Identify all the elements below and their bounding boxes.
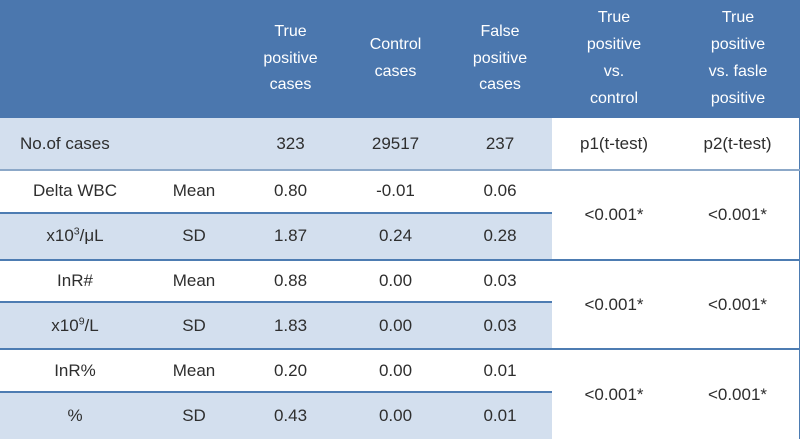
value-cell: 0.88 <box>238 259 343 304</box>
header-cell-tp-vs-false-positive: True positive vs. fasle positive <box>676 0 800 118</box>
label-base: % <box>67 406 83 426</box>
value-cell: 0.00 <box>343 349 448 394</box>
label-superscript: 9 <box>78 315 85 328</box>
p1-value-inr-count: <0.001* <box>552 259 676 351</box>
header-cell-tp-vs-control: True positive vs. control <box>552 0 676 118</box>
row-label-unit-percent: % <box>0 392 150 439</box>
value-cell: -0.01 <box>343 170 448 214</box>
value-cell: 0.80 <box>238 170 343 214</box>
stat-label-sd: SD <box>150 212 238 261</box>
value-cell: 1.87 <box>238 212 343 261</box>
row-label-unit-109l: x109/L <box>0 302 150 351</box>
stat-label-mean: Mean <box>150 259 238 304</box>
stat-label-sd: SD <box>150 392 238 439</box>
cases-false-positive: 237 <box>448 118 552 172</box>
p2-value-delta-wbc: <0.001* <box>676 170 800 261</box>
label-suffix: /μL <box>79 226 104 246</box>
label-base: x10 <box>51 315 79 335</box>
label-base: x10 <box>46 226 74 246</box>
stat-label-mean: Mean <box>150 170 238 214</box>
value-cell: 0.24 <box>343 212 448 261</box>
cases-control: 29517 <box>343 118 448 172</box>
value-cell: 0.01 <box>448 349 552 394</box>
value-cell: 0.01 <box>448 392 552 439</box>
row-label-delta-wbc: Delta WBC <box>0 170 150 214</box>
stat-label-mean: Mean <box>150 349 238 394</box>
inr-count-sd-row: x109/L SD 1.83 0.00 0.03 <box>0 302 800 351</box>
value-cell: 0.00 <box>343 302 448 351</box>
header-cell-true-positive-cases: True positive cases <box>238 0 343 118</box>
cases-count-row: No.of cases 323 29517 237 p1(t-test) p2(… <box>0 118 800 172</box>
row-label-unit-103ul: x103/μL <box>0 212 150 261</box>
p2-value-inr-count: <0.001* <box>676 259 800 351</box>
value-cell: 0.28 <box>448 212 552 261</box>
inr-percent-mean-row: InR% Mean 0.20 0.00 0.01 <0.001* <0.001* <box>0 349 800 439</box>
row-label-inr-count: InR# <box>0 259 150 304</box>
row-label-inr-percent: InR% <box>0 349 150 394</box>
delta-wbc-sd-row: x103/μL SD 1.87 0.24 0.28 <box>0 212 800 261</box>
cases-true-positive: 323 <box>238 118 343 172</box>
header-cell-variable <box>0 0 150 118</box>
value-cell: 0.20 <box>238 349 343 394</box>
row-label-no-of-cases: No.of cases <box>0 118 238 172</box>
value-cell: 0.43 <box>238 392 343 439</box>
p1-value-delta-wbc: <0.001* <box>552 170 676 261</box>
inr-percent-sd-row: % SD 0.43 0.00 0.01 <box>0 392 800 439</box>
label-base: Delta WBC <box>32 181 118 201</box>
stat-label-sd: SD <box>150 302 238 351</box>
label-superscript: 3 <box>73 225 80 238</box>
value-cell: 1.83 <box>238 302 343 351</box>
p1-value-inr-percent: <0.001* <box>552 349 676 439</box>
p2-column-header: p2(t-test) <box>676 118 800 172</box>
label-base: InR% <box>54 360 96 380</box>
header-cell-statistic <box>150 0 238 118</box>
header-row: True positive cases Control cases False … <box>0 0 800 118</box>
p1-column-header: p1(t-test) <box>552 118 676 172</box>
value-cell: 0.03 <box>448 259 552 304</box>
p2-value-inr-percent: <0.001* <box>676 349 800 439</box>
value-cell: 0.00 <box>343 259 448 304</box>
header-cell-false-positive-cases: False positive cases <box>448 0 552 118</box>
label-suffix: /L <box>84 315 99 335</box>
inr-count-mean-row: InR# Mean 0.88 0.00 0.03 <0.001* <0.001* <box>0 259 800 351</box>
value-cell: 0.03 <box>448 302 552 351</box>
label-base: InR# <box>57 271 93 291</box>
value-cell: 0.06 <box>448 170 552 214</box>
value-cell: 0.00 <box>343 392 448 439</box>
delta-wbc-mean-row: Delta WBC Mean 0.80 -0.01 0.06 <0.001* <… <box>0 170 800 261</box>
header-cell-control-cases: Control cases <box>343 0 448 118</box>
